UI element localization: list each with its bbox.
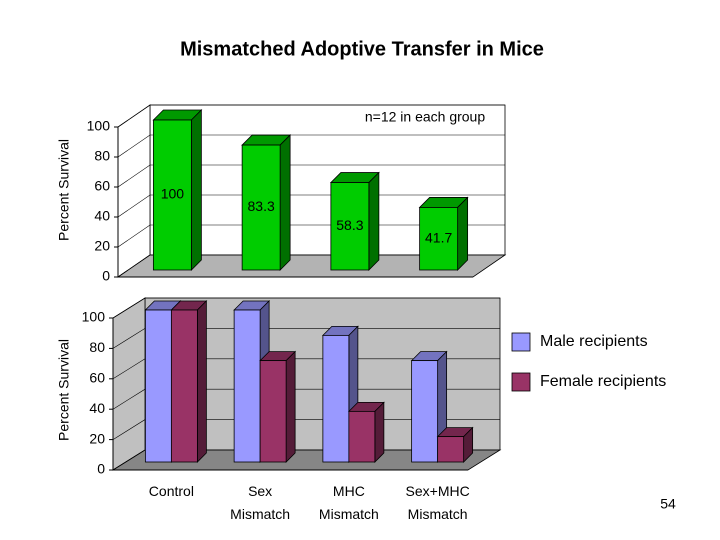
- page-number: 54: [660, 496, 676, 512]
- y-tick-label: 0: [102, 268, 110, 284]
- bar-side: [368, 171, 380, 271]
- legend-label: Female recipients: [540, 373, 666, 390]
- side-wall: [117, 104, 151, 278]
- y-axis-label: Percent Survival: [56, 139, 72, 241]
- value-label: 83.3: [248, 198, 275, 214]
- x-tick-label: MHC Mismatch: [318, 483, 379, 522]
- bar: [348, 410, 376, 463]
- grid-line: [117, 194, 505, 218]
- bar: [241, 144, 281, 271]
- value-label: 100: [161, 186, 185, 202]
- y-tick-label: 60: [89, 370, 105, 386]
- grid-line: [112, 297, 500, 319]
- value-label: 58.3: [336, 217, 363, 233]
- bar: [411, 360, 439, 463]
- y-tick-label: 80: [89, 339, 105, 355]
- bar-side: [457, 196, 469, 271]
- y-tick-label: 80: [94, 148, 110, 164]
- bar-side: [285, 350, 296, 463]
- bar: [437, 436, 465, 463]
- grid-line: [117, 254, 505, 278]
- y-axis-label: Percent Survival: [56, 339, 72, 441]
- y-tick-label: 20: [89, 430, 105, 446]
- y-tick-label: 100: [87, 118, 111, 134]
- grid-line: [117, 104, 505, 128]
- legend-swatch: [511, 332, 531, 352]
- y-tick-label: 20: [94, 238, 110, 254]
- y-tick-label: 40: [89, 400, 105, 416]
- grid-line: [117, 224, 505, 248]
- grid-line: [117, 164, 505, 188]
- bar-side: [374, 401, 385, 463]
- y-tick-label: 100: [82, 309, 106, 325]
- bar: [144, 309, 172, 463]
- y-tick-label: 0: [97, 461, 105, 477]
- legend-swatch: [511, 372, 531, 392]
- y-tick-label: 40: [94, 208, 110, 224]
- y-tick-label: 60: [94, 178, 110, 194]
- bar: [259, 360, 287, 463]
- grid-line: [117, 134, 505, 158]
- bar: [170, 309, 198, 463]
- x-tick-label: Sex+MHC Mismatch: [405, 483, 470, 522]
- bar-side: [196, 300, 207, 463]
- legend-label: Male recipients: [540, 333, 648, 350]
- bar: [233, 309, 261, 463]
- value-label: 41.7: [425, 229, 452, 245]
- annotation: n=12 in each group: [365, 109, 485, 125]
- bar: [152, 119, 192, 271]
- side-wall: [112, 297, 146, 471]
- chart-title: Mismatched Adoptive Transfer in Mice: [180, 38, 544, 60]
- x-tick-label: Sex Mismatch: [230, 483, 291, 522]
- bar: [330, 182, 370, 271]
- x-tick-label: Control: [148, 483, 194, 499]
- bar: [322, 334, 350, 463]
- bar: [419, 207, 459, 271]
- bar-side: [279, 134, 291, 271]
- bar-side: [190, 109, 202, 271]
